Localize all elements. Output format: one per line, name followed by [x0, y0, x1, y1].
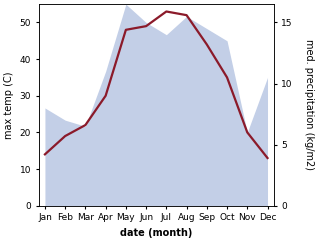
Y-axis label: max temp (C): max temp (C): [4, 71, 14, 139]
X-axis label: date (month): date (month): [120, 228, 192, 238]
Y-axis label: med. precipitation (kg/m2): med. precipitation (kg/m2): [304, 39, 314, 170]
